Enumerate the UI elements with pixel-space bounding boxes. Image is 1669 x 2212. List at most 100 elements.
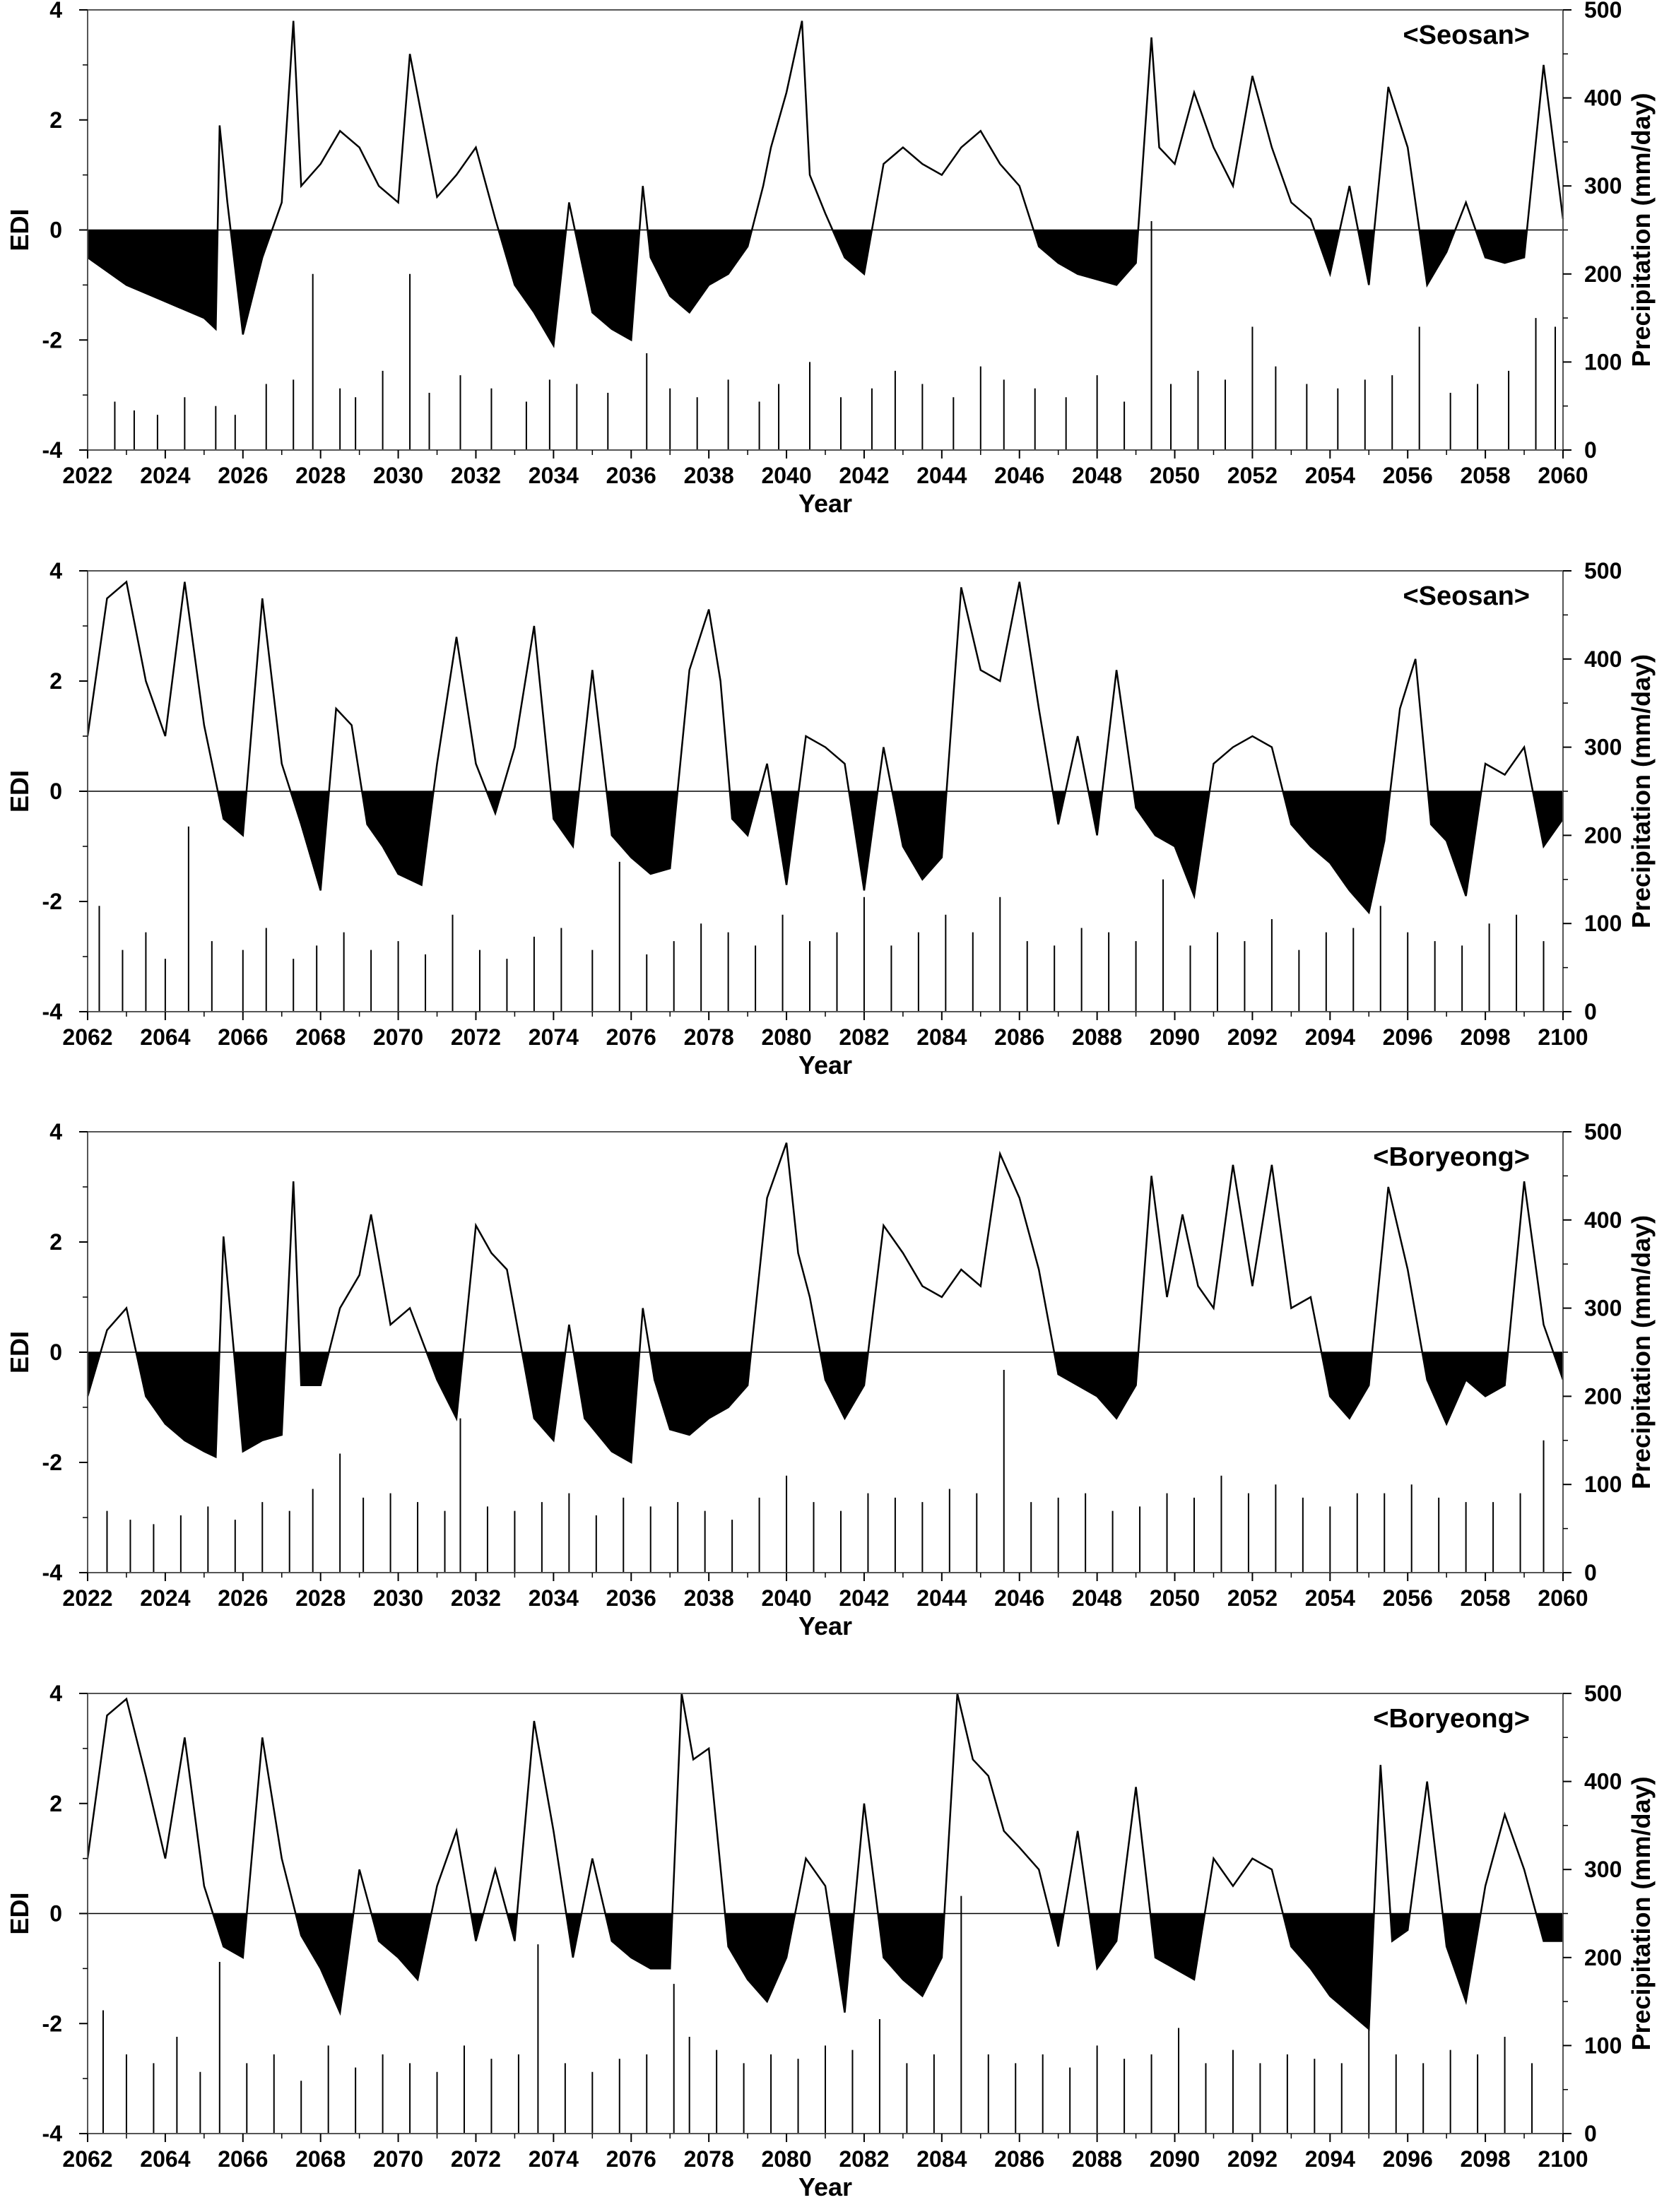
y-tick-label-4: 4 bbox=[49, 1681, 62, 1706]
x-tick-label-7: 2036 bbox=[606, 463, 656, 488]
y2-tick-label-1: 100 bbox=[1584, 2033, 1622, 2058]
y2-tick-label-3: 300 bbox=[1584, 173, 1622, 199]
station-label: <Seosan> bbox=[1403, 20, 1530, 50]
y2-tick-label-3: 300 bbox=[1584, 1296, 1622, 1321]
y-axis-title: EDI bbox=[5, 770, 34, 812]
y-tick-label-0: -4 bbox=[42, 2121, 63, 2146]
y-tick-label-2: 0 bbox=[49, 779, 62, 804]
chart-panel-1: -4 -2 0 2 4 0 100 200 300 400 500 2022 2024 2026 2028 2… bbox=[5, 0, 1656, 518]
x-tick-label-8: 2038 bbox=[684, 1585, 734, 1611]
y2-tick-label-5: 500 bbox=[1584, 1681, 1622, 1706]
y-tick-label-0: -4 bbox=[42, 437, 63, 463]
x-tick-label-15: 2092 bbox=[1227, 1024, 1278, 1050]
y2-tick-label-5: 500 bbox=[1584, 0, 1622, 23]
x-tick-label-6: 2034 bbox=[529, 1585, 579, 1611]
x-tick-label-11: 2044 bbox=[916, 463, 967, 488]
y-tick-label-2: 0 bbox=[49, 218, 62, 243]
y2-tick-label-0: 0 bbox=[1584, 437, 1597, 463]
y2-tick-label-3: 300 bbox=[1584, 1857, 1622, 1882]
x-tick-label-8: 2038 bbox=[684, 463, 734, 488]
y-tick-label-3: 2 bbox=[49, 1229, 62, 1255]
x-tick-label-6: 2034 bbox=[529, 463, 579, 488]
y-tick-label-2: 0 bbox=[49, 1901, 62, 1927]
edi-negative-fill bbox=[88, 230, 1563, 346]
x-tick-label-10: 2082 bbox=[839, 1024, 889, 1050]
x-axis-title: Year bbox=[798, 489, 852, 518]
precipitation-bars bbox=[102, 1895, 1533, 2134]
chart-panel-4: -4 -2 0 2 4 0 100 200 300 400 500 2062 2064 2066 2068 2… bbox=[5, 1681, 1656, 2201]
x-tick-label-16: 2094 bbox=[1305, 1024, 1355, 1050]
x-tick-label-2: 2026 bbox=[218, 463, 268, 488]
x-tick-label-1: 2064 bbox=[140, 2146, 190, 2172]
x-tick-label-2: 2066 bbox=[218, 2146, 268, 2172]
x-tick-label-7: 2076 bbox=[606, 1024, 656, 1050]
x-tick-label-17: 2056 bbox=[1383, 1585, 1433, 1611]
x-tick-label-4: 2030 bbox=[373, 1585, 423, 1611]
edi-negative-fill bbox=[88, 1913, 1563, 2030]
y-tick-label-1: -2 bbox=[42, 327, 62, 353]
x-tick-label-11: 2084 bbox=[916, 1024, 967, 1050]
x-tick-label-3: 2068 bbox=[295, 2146, 346, 2172]
x-tick-label-5: 2072 bbox=[451, 2146, 501, 2172]
x-tick-label-9: 2080 bbox=[761, 1024, 811, 1050]
x-tick-label-5: 2032 bbox=[451, 463, 501, 488]
x-tick-label-0: 2062 bbox=[62, 1024, 112, 1050]
y2-tick-label-5: 500 bbox=[1584, 558, 1622, 584]
x-axis-title: Year bbox=[798, 2172, 852, 2201]
x-tick-label-1: 2064 bbox=[140, 1024, 190, 1050]
x-tick-label-5: 2032 bbox=[451, 1585, 501, 1611]
x-tick-label-7: 2076 bbox=[606, 2146, 656, 2172]
y-tick-label-2: 0 bbox=[49, 1339, 62, 1365]
y2-tick-label-4: 400 bbox=[1584, 1769, 1622, 1794]
x-tick-label-17: 2096 bbox=[1383, 1024, 1433, 1050]
x-tick-label-0: 2022 bbox=[62, 1585, 112, 1611]
x-tick-label-7: 2036 bbox=[606, 1585, 656, 1611]
y2-tick-label-4: 400 bbox=[1584, 646, 1622, 672]
x-tick-label-13: 2048 bbox=[1072, 1585, 1122, 1611]
x-tick-label-8: 2078 bbox=[684, 2146, 734, 2172]
x-tick-label-3: 2068 bbox=[295, 1024, 346, 1050]
x-tick-label-12: 2046 bbox=[994, 463, 1044, 488]
y-tick-label-3: 2 bbox=[49, 107, 62, 133]
y2-tick-label-0: 0 bbox=[1584, 999, 1597, 1024]
x-tick-label-11: 2084 bbox=[916, 2146, 967, 2172]
x-tick-label-2: 2026 bbox=[218, 1585, 268, 1611]
x-tick-label-13: 2088 bbox=[1072, 2146, 1122, 2172]
y2-axis-title: Precipitation (mm/day) bbox=[1627, 654, 1656, 928]
y2-axis-title: Precipitation (mm/day) bbox=[1627, 1215, 1656, 1489]
edi-line bbox=[86, 1142, 1564, 1465]
x-tick-label-11: 2044 bbox=[916, 1585, 967, 1611]
y2-tick-label-2: 200 bbox=[1584, 1383, 1622, 1409]
precipitation-bars bbox=[114, 221, 1557, 450]
x-tick-label-3: 2028 bbox=[295, 1585, 346, 1611]
x-tick-label-15: 2052 bbox=[1227, 1585, 1278, 1611]
y2-tick-label-1: 100 bbox=[1584, 911, 1622, 936]
x-tick-label-17: 2056 bbox=[1383, 463, 1433, 488]
x-tick-label-6: 2074 bbox=[529, 1024, 579, 1050]
y-tick-label-3: 2 bbox=[49, 1791, 62, 1816]
edi-negative-fill bbox=[88, 791, 1563, 913]
x-tick-label-9: 2040 bbox=[761, 1585, 811, 1611]
x-tick-label-17: 2096 bbox=[1383, 2146, 1433, 2172]
station-label: <Seosan> bbox=[1403, 581, 1530, 611]
x-tick-label-13: 2088 bbox=[1072, 1024, 1122, 1050]
x-tick-label-19: 2100 bbox=[1538, 1024, 1588, 1050]
y2-tick-label-3: 300 bbox=[1584, 735, 1622, 760]
x-tick-label-13: 2048 bbox=[1072, 463, 1122, 488]
x-tick-label-15: 2052 bbox=[1227, 463, 1278, 488]
y2-tick-label-1: 100 bbox=[1584, 1472, 1622, 1497]
x-tick-label-12: 2086 bbox=[994, 2146, 1044, 2172]
y2-axis-title: Precipitation (mm/day) bbox=[1627, 1776, 1656, 2050]
x-tick-label-10: 2042 bbox=[839, 1585, 889, 1611]
y-tick-label-4: 4 bbox=[49, 1119, 62, 1145]
y-tick-label-1: -2 bbox=[42, 2011, 62, 2036]
x-tick-label-18: 2098 bbox=[1461, 2146, 1511, 2172]
x-tick-label-14: 2090 bbox=[1150, 1024, 1200, 1050]
x-tick-label-19: 2100 bbox=[1538, 2146, 1588, 2172]
x-tick-label-10: 2082 bbox=[839, 2146, 889, 2172]
x-tick-label-8: 2078 bbox=[684, 1024, 734, 1050]
x-tick-label-12: 2046 bbox=[994, 1585, 1044, 1611]
y2-tick-label-2: 200 bbox=[1584, 261, 1622, 287]
chart-panel-2: -4 -2 0 2 4 0 100 200 300 400 500 2062 2064 2066 2068 2… bbox=[5, 558, 1656, 1080]
